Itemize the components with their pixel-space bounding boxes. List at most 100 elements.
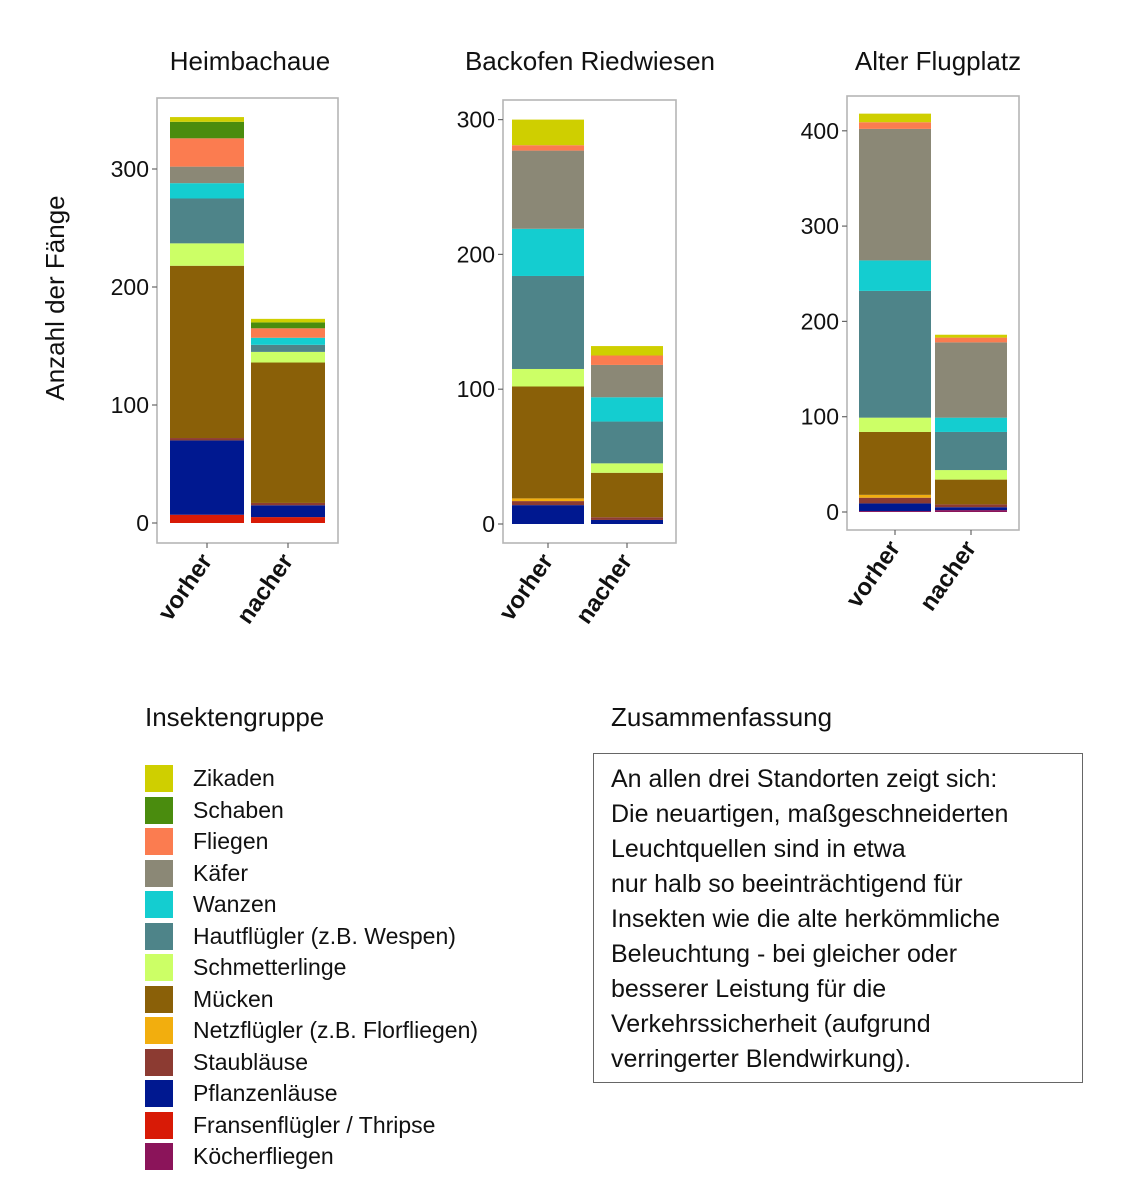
bar-segment	[935, 342, 1007, 418]
chart-title: Heimbachaue	[170, 46, 330, 76]
bar-segment	[859, 113, 931, 123]
bar-segment	[591, 397, 663, 422]
bar-segment	[170, 138, 244, 167]
bar-segment	[591, 346, 663, 356]
bar-segment	[251, 337, 325, 345]
bar-segment	[935, 334, 1007, 338]
legend-item: Köcherfliegen	[145, 1141, 478, 1173]
legend-item: Schmetterlinge	[145, 952, 478, 984]
legend-swatch	[145, 859, 173, 887]
legend-label: Staubläuse	[193, 1048, 309, 1075]
bar-segment	[170, 198, 244, 244]
bar-segment	[251, 362, 325, 503]
x-tick-label: vorher	[494, 549, 559, 626]
legend-swatch	[145, 828, 173, 856]
charts-area: Anzahl der Fänge Heimbachaue 0 100 200 300 vo…	[40, 46, 1021, 629]
bar-segment	[512, 275, 584, 369]
legend-label: Schaben	[193, 796, 284, 823]
bar-segment	[935, 417, 1007, 432]
legend-label: Schmetterlinge	[193, 954, 347, 981]
bar-segment	[170, 440, 244, 515]
chart-title: Alter Flugplatz	[855, 46, 1021, 76]
legend-label: Fransenflügler / Thripse	[193, 1111, 436, 1138]
summary-box: An allen drei Standorten zeigt sich: Die …	[593, 753, 1083, 1083]
x-tick-label: vorher	[153, 549, 218, 626]
y-tick-label: 300	[111, 156, 149, 182]
bar-segment	[170, 265, 244, 439]
legend-items: Zikaden Schaben Fliegen Käfer Wanzen Hautflüg…	[145, 763, 478, 1173]
panel-backofen-riedwiesen: Backofen Riedwiesen 0 100 200 300 vorher nache…	[457, 46, 715, 629]
legend-label: Fliegen	[193, 828, 269, 855]
legend-swatch	[145, 1111, 173, 1139]
bar-segment	[591, 517, 663, 520]
legend-item: Hautflügler (z.B. Wespen)	[145, 921, 478, 953]
summary-line: An allen drei Standorten zeigt sich:	[611, 765, 998, 793]
legend-item: Zikaden	[145, 763, 478, 795]
bar-segment	[591, 519, 663, 524]
bar-segment	[859, 417, 931, 432]
legend-label: Käfer	[193, 859, 248, 886]
legend-item: Käfer	[145, 858, 478, 890]
panel-alter-flugplatz: Alter Flugplatz 0 100 200 300 400 vorher nacher	[801, 46, 1021, 616]
summary-title: Zusammenfassung	[611, 702, 833, 732]
y-tick-label: 200	[457, 241, 495, 267]
legend-item: Staubläuse	[145, 1047, 478, 1079]
x-tick-label: nacher	[915, 536, 982, 616]
legend-label: Netzflügler (z.B. Florfliegen)	[193, 1017, 479, 1044]
y-tick-label: 0	[136, 510, 149, 536]
summary-line: Verkehrssicherheit (aufgrund	[611, 1010, 931, 1038]
legend-label: Pflanzenläuse	[193, 1080, 338, 1107]
y-tick-label: 100	[111, 392, 149, 418]
bar-segment	[859, 511, 931, 512]
legend-label: Wanzen	[193, 891, 277, 918]
bar-segment	[859, 503, 931, 512]
bar-segment	[512, 498, 584, 502]
bar-segment	[859, 122, 931, 129]
bar-segment	[251, 322, 325, 329]
panel-heimbachaue: Heimbachaue 0 100 200 300 vorher nacher	[111, 46, 339, 629]
bar-segment	[512, 119, 584, 146]
bar-segment	[512, 386, 584, 499]
bar-segment	[859, 260, 931, 291]
legend-item: Wanzen	[145, 889, 478, 921]
legend-item: Mücken	[145, 984, 478, 1016]
bar-segment	[251, 328, 325, 338]
bar-segment	[251, 502, 325, 506]
legend-swatch	[145, 954, 173, 982]
y-tick-label: 0	[826, 499, 839, 525]
bar-segment	[935, 431, 1007, 471]
legend-item: Netzflügler (z.B. Florfliegen)	[145, 1015, 478, 1047]
bar-segment	[512, 505, 584, 524]
bar-segment	[251, 351, 325, 363]
bar-segment	[170, 166, 244, 184]
bar-segment	[591, 421, 663, 464]
bar-segment	[591, 355, 663, 365]
bar-segment	[935, 470, 1007, 480]
bar-segment	[512, 501, 584, 506]
bar-segment	[512, 145, 584, 151]
legend-label: Köcherfliegen	[193, 1143, 334, 1170]
bar-segment	[591, 463, 663, 473]
bar-segment	[859, 431, 931, 495]
legend-item: Fransenflügler / Thripse	[145, 1110, 478, 1142]
summary-line: Insekten wie die alte herkömmliche	[611, 905, 1001, 933]
y-tick-label: 100	[801, 404, 839, 430]
legend-label: Zikaden	[193, 765, 275, 792]
bar-segment	[859, 290, 931, 418]
bar-segment	[935, 479, 1007, 505]
legend-title: Insektengruppe	[145, 702, 325, 732]
bar-segment	[251, 517, 325, 523]
summary-line: Beleuchtung - bei gleicher oder	[611, 940, 958, 968]
bar-segment	[251, 344, 325, 352]
bar-segment	[512, 368, 584, 387]
legend-swatch	[145, 1017, 173, 1045]
legend-label: Hautflügler (z.B. Wespen)	[193, 922, 456, 949]
x-tick-label: nacher	[232, 549, 299, 629]
bar-segment	[935, 510, 1007, 512]
legend: Insektengruppe Zikaden Schaben Fliegen Käfe…	[145, 702, 478, 1173]
y-axis-label: Anzahl der Fänge	[40, 195, 70, 400]
bar-segment	[512, 228, 584, 276]
bar-segment	[591, 364, 663, 398]
legend-swatch	[145, 891, 173, 919]
summary-line: Die neuartigen, maßgeschneiderten	[611, 800, 1009, 828]
